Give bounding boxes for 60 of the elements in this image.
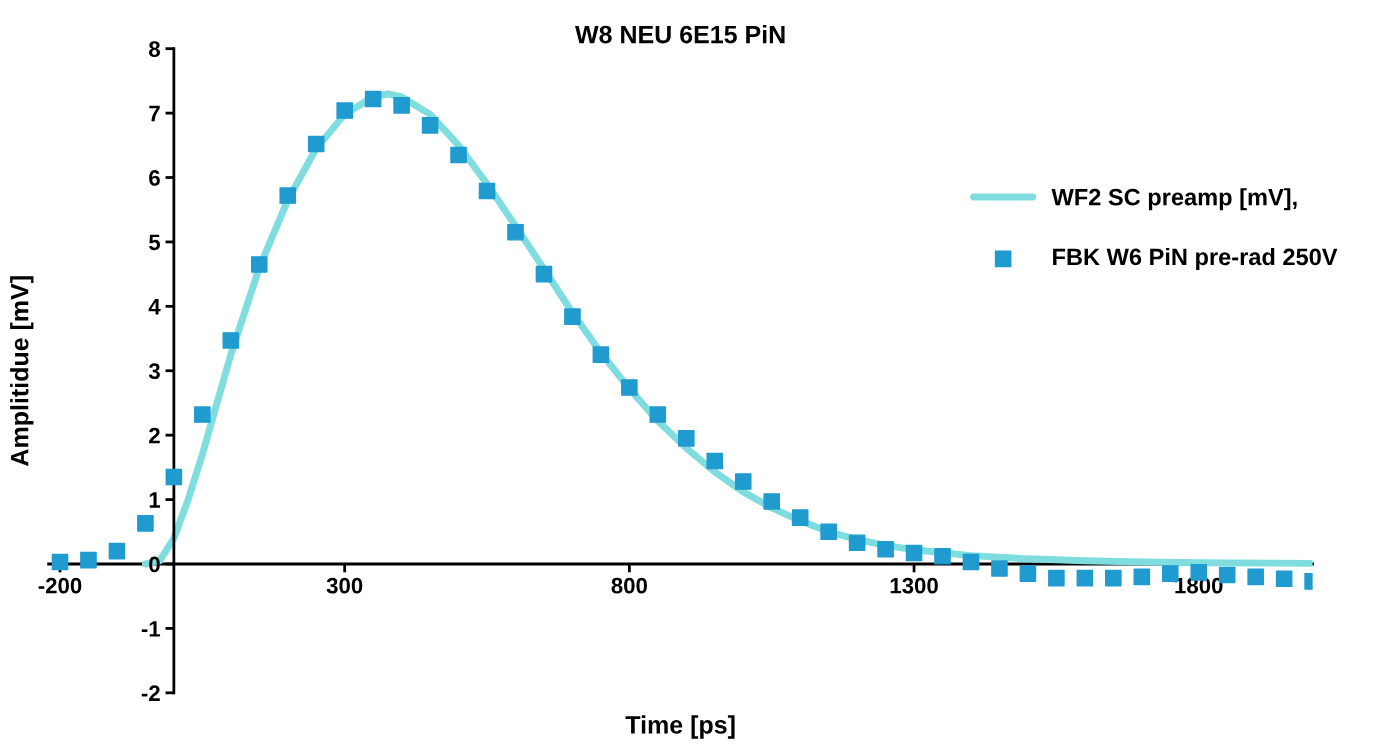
y-tick-label: 7 [149,105,160,122]
point [877,540,894,558]
x-tick-label: 300 [326,577,363,594]
point [706,452,724,470]
point [820,523,837,541]
point [1133,568,1151,586]
x-tick-label: 800 [611,577,647,594]
point [535,265,553,283]
point [250,256,268,273]
legend-label: WF2 SC preamp [mV], [1051,188,1297,211]
point [905,544,923,562]
y-tick-label: 8 [149,41,160,57]
x-tick-label: -200 [38,577,82,594]
point [478,182,496,200]
point [307,135,325,153]
point [222,332,240,349]
point [991,560,1008,577]
point [1076,569,1094,587]
point [1275,570,1293,588]
legend-label: FBK W6 PiN pre-rad 250V [1053,247,1338,270]
point [962,553,980,571]
point [421,117,439,134]
x-axis-title: Time [ps] [625,715,735,739]
y-tick-label: 5 [149,234,161,251]
point [336,102,353,119]
y-tick-label: -2 [141,685,160,701]
point [393,97,410,114]
y-tick-label: -1 [141,621,161,637]
point [51,553,69,571]
chart-title: W8 NEU 6E15 PiN [575,25,785,44]
x-tick-label: 1300 [890,577,938,594]
point [364,90,382,108]
point [1247,568,1264,586]
y-tick-label: 4 [148,299,161,315]
point [649,406,667,423]
point [848,534,866,552]
point [763,493,781,510]
point [137,515,154,532]
point [592,346,610,363]
point [1048,569,1065,587]
point [1105,569,1122,587]
point [734,473,752,490]
point [108,542,126,560]
point [791,509,809,526]
point [564,308,581,325]
point [450,146,467,164]
y-tick-label: 1 [149,492,161,508]
point [279,187,297,204]
y-tick-label: 6 [149,170,160,186]
point [194,406,211,423]
point [1019,565,1037,582]
y-axis-title: Amplitidue [mV] [10,276,34,466]
y-tick-label: 3 [148,363,160,380]
y-tick-label: 2 [149,427,160,444]
point [678,430,695,447]
point [934,547,951,565]
point [80,551,97,569]
point [165,468,183,486]
point [507,223,524,241]
point [621,379,638,396]
